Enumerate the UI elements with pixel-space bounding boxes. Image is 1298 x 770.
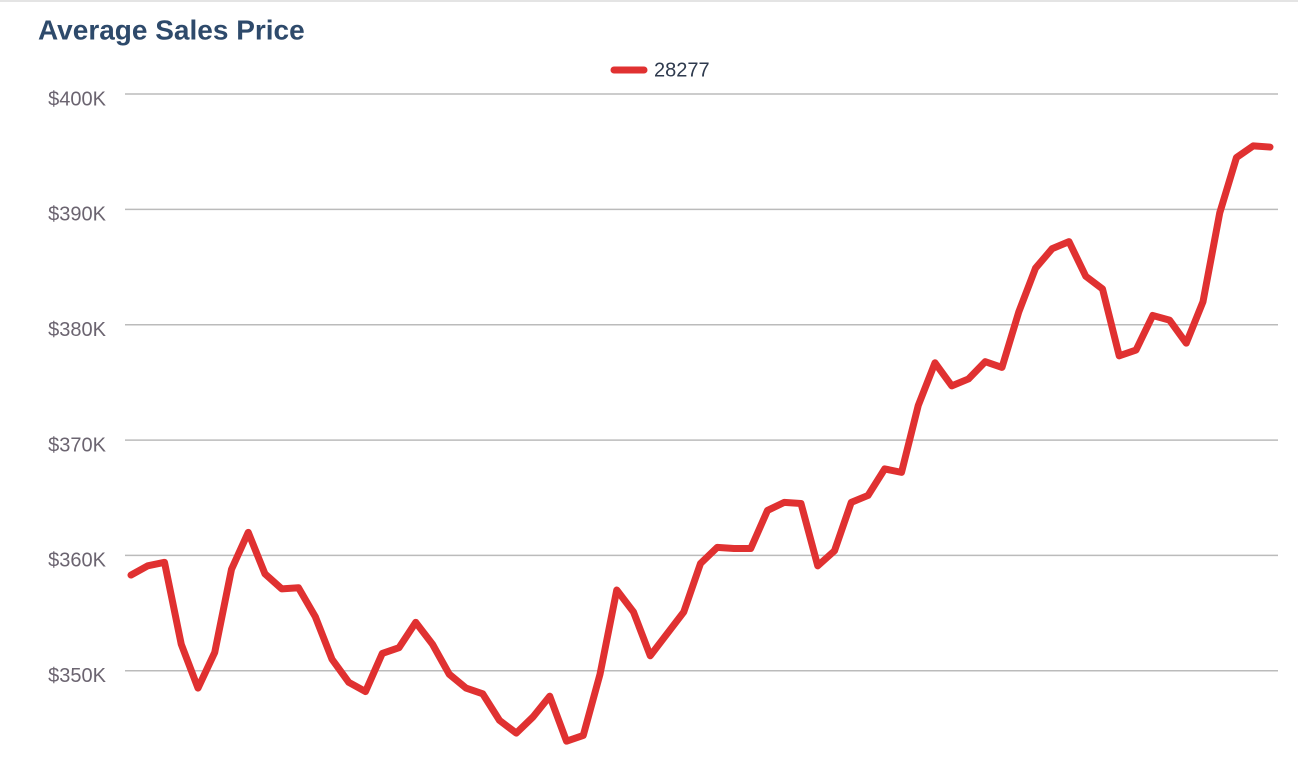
y-tick-label: $370K xyxy=(48,434,106,456)
line-series xyxy=(127,142,1274,745)
y-tick-label: $360K xyxy=(48,550,106,572)
y-tick-label: $380K xyxy=(48,319,106,341)
y-tick-label: $390K xyxy=(48,204,106,226)
y-tick-label: $400K xyxy=(48,88,106,110)
chart-title: Average Sales Price xyxy=(38,14,305,45)
y-tick-label: $350K xyxy=(48,665,106,687)
legend-label: 28277 xyxy=(654,59,710,81)
